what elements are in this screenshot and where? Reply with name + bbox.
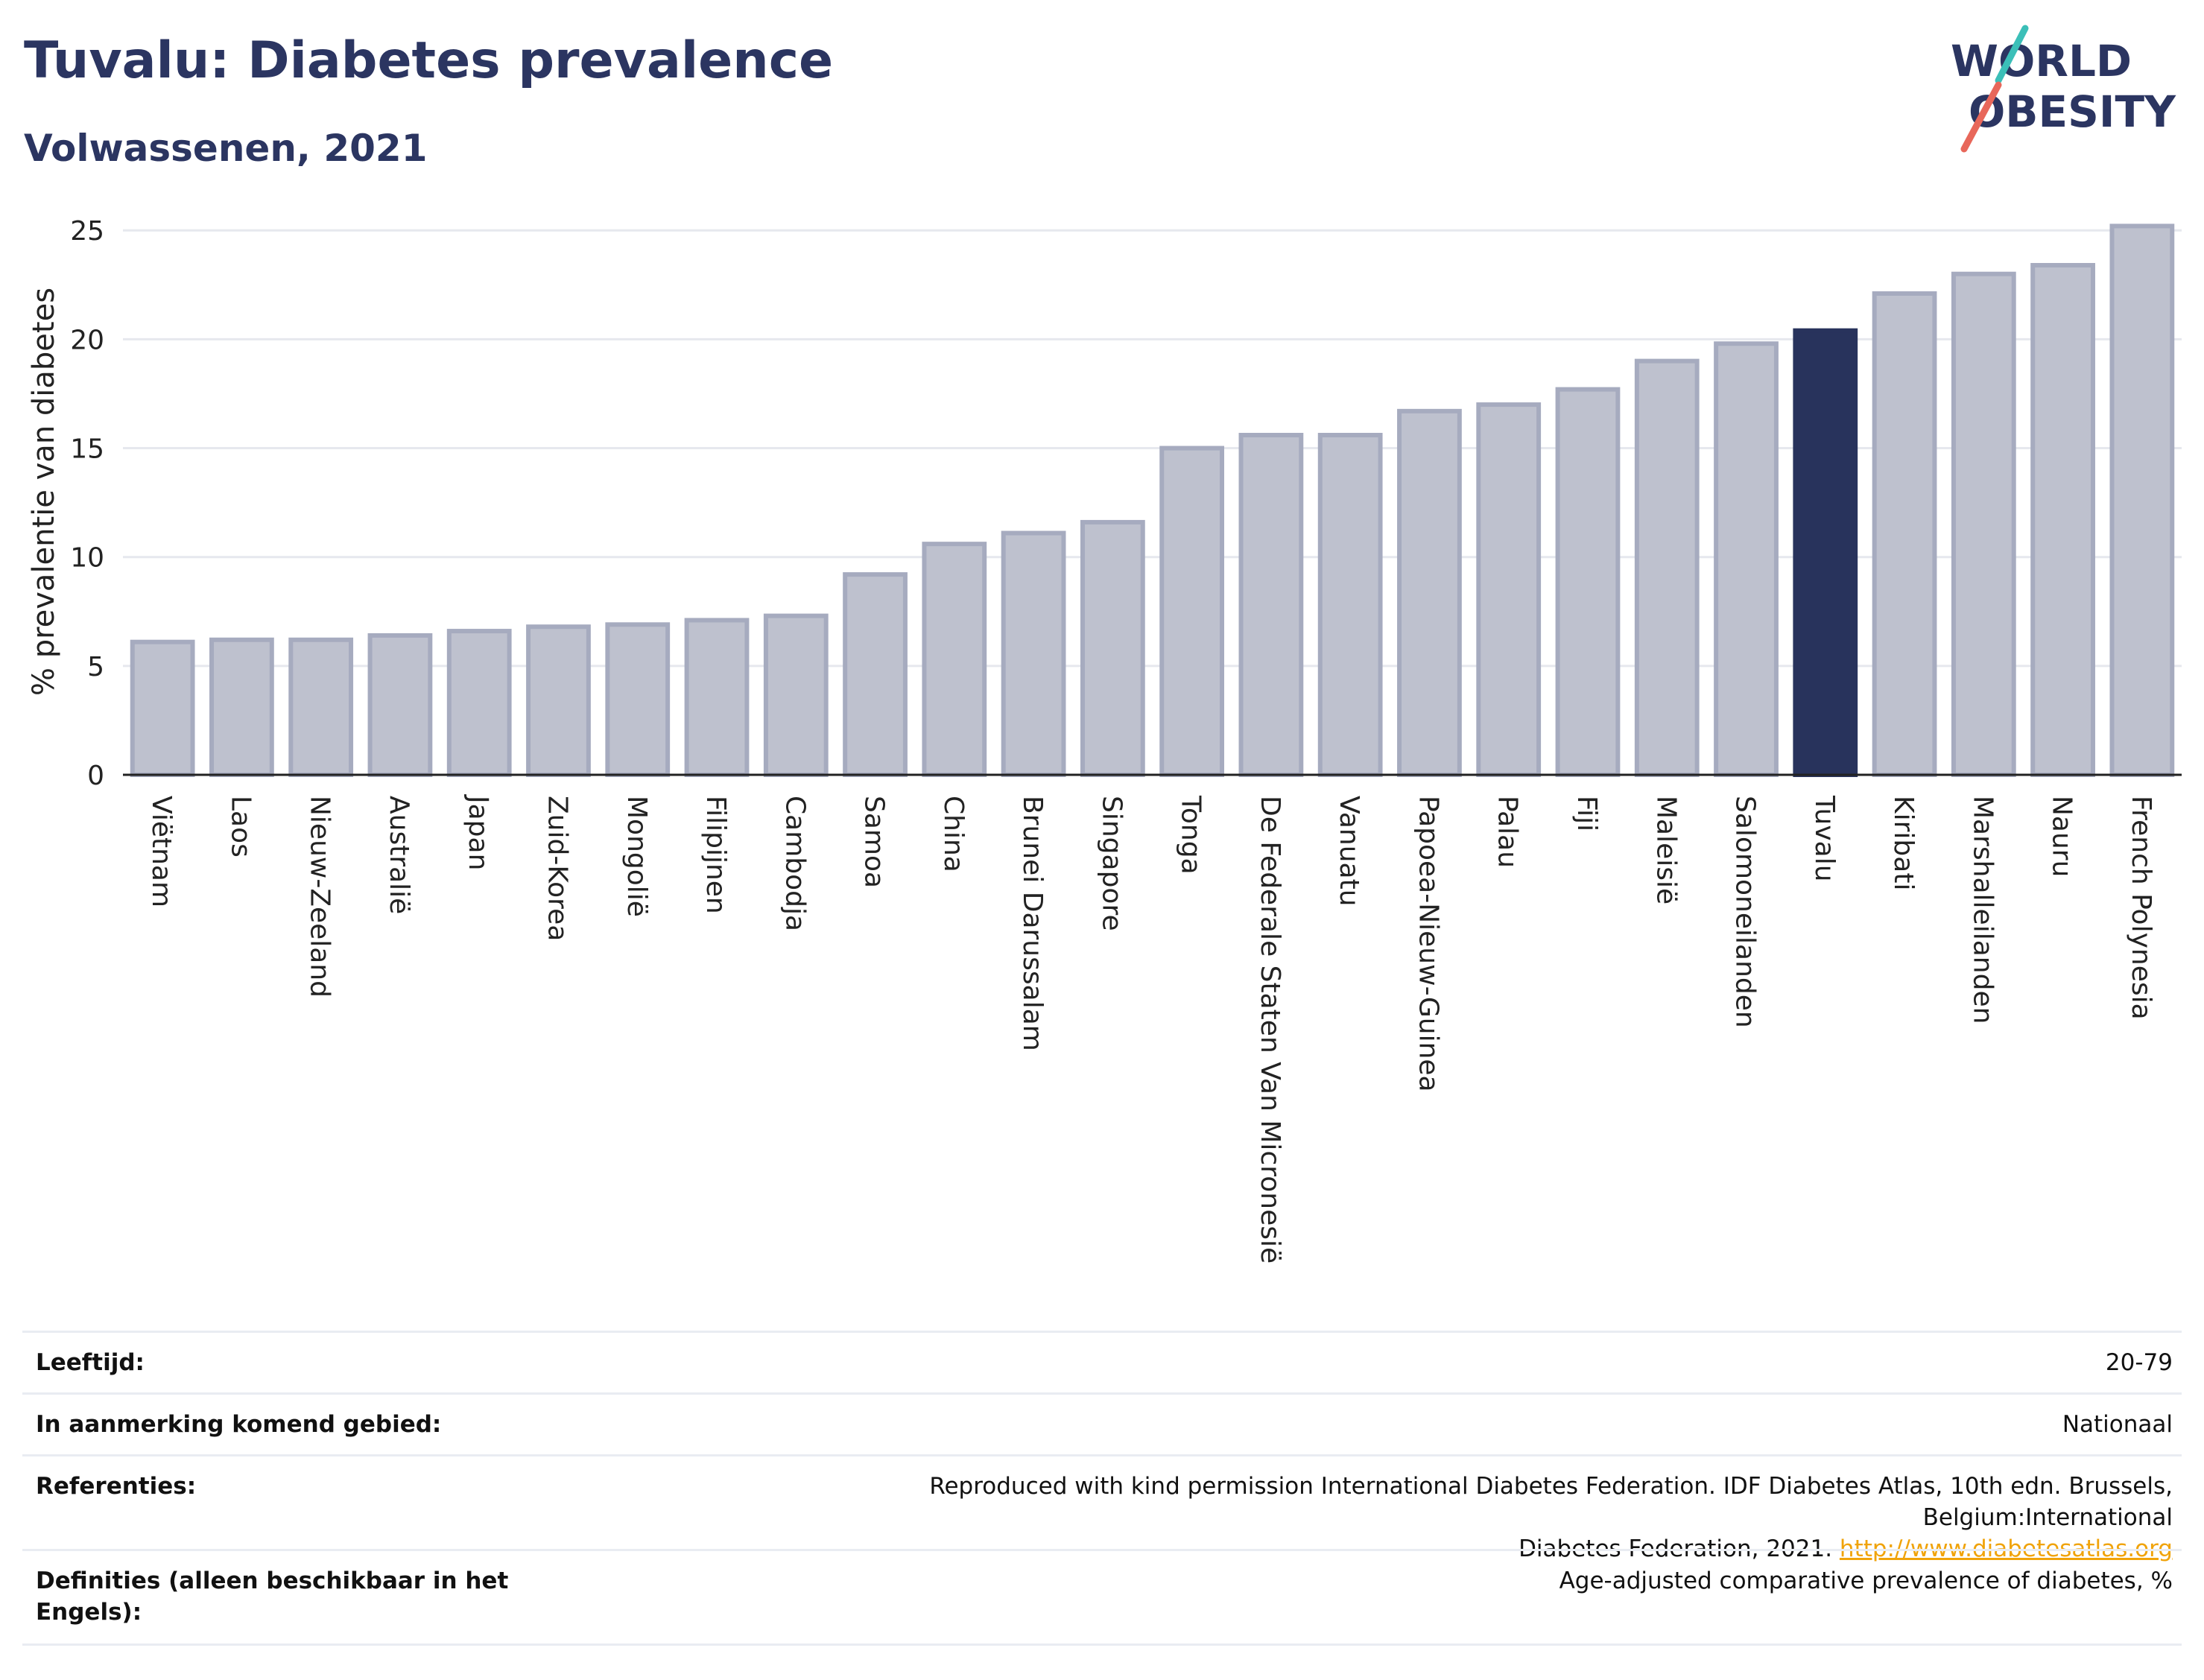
y-tick-label: 20	[70, 325, 104, 355]
x-tick-label: Filipijnen	[700, 796, 731, 914]
x-tick-label: Mongolië	[621, 796, 652, 917]
bar	[1555, 387, 1621, 778]
bar	[1634, 358, 1700, 778]
x-tick-label: Brunei Darussalam	[1017, 796, 1048, 1051]
meta-row-age: Leeftijd: 20-79	[22, 1331, 2182, 1392]
x-tick-label: Viëtnam	[146, 796, 177, 907]
world-obesity-logo: WORLD OBESITY	[1951, 25, 2176, 153]
area-label: In aanmerking komend gebied:	[36, 1411, 442, 1438]
meta-row-area: In aanmerking komend gebied: Nationaal	[22, 1392, 2182, 1454]
bar	[130, 639, 195, 778]
bar	[2030, 263, 2095, 777]
x-tick-label: Australië	[384, 796, 414, 914]
y-axis-label: % prevalentie van diabetes	[27, 288, 61, 696]
y-tick-label: 10	[70, 543, 104, 574]
x-tick-label: Tuvalu	[1809, 795, 1840, 882]
bar	[684, 618, 750, 778]
x-tick-label: Zuid-Korea	[542, 796, 572, 941]
bar-chart: 0 5 10 15 20 25 % prevalentie van diabetes Viët…	[27, 216, 2182, 1264]
x-tick-label: Vanuatu	[1334, 796, 1364, 907]
bar	[1080, 519, 1145, 777]
meta-row-references: Referenties: Reproduced with kind permis…	[22, 1454, 2182, 1562]
definitions-label-line1: Definities (alleen beschikbaar in het	[36, 1568, 509, 1594]
bar	[1951, 271, 2016, 777]
x-tick-label: De Federale Staten Van Micronesië	[1255, 796, 1285, 1264]
x-tick-label: Papoea-Nieuw-Guinea	[1413, 796, 1443, 1092]
x-tick-label: Tonga	[1176, 795, 1206, 875]
svg-text:WORLD: WORLD	[1951, 36, 2132, 86]
age-value: 20-79	[2105, 1349, 2173, 1376]
bar	[367, 633, 433, 778]
references-text-line1: Reproduced with kind permission Internat…	[929, 1473, 2173, 1531]
bar	[922, 542, 987, 777]
bar	[526, 624, 591, 777]
references-label: Referenties:	[36, 1473, 197, 1500]
bar	[1317, 433, 1383, 777]
bar	[1714, 341, 1779, 777]
x-tick-label: Japan	[463, 794, 493, 870]
x-tick-label: China	[938, 796, 969, 872]
bar	[1001, 530, 1066, 777]
x-tick-label: Laos	[225, 796, 256, 858]
x-tick-label: Palau	[1492, 796, 1523, 868]
x-tick-label: Fiji	[1571, 796, 1602, 831]
y-tick-label: 25	[70, 216, 104, 247]
definitions-label: Definities (alleen beschikbaar in het En…	[36, 1565, 513, 1628]
x-tick-label: French Polynesia	[2126, 796, 2156, 1020]
x-tick-label: Singapore	[1096, 796, 1127, 931]
x-tick-label: Marshalleilanden	[1967, 796, 1998, 1024]
y-tick-label: 5	[87, 652, 104, 682]
x-tick-label: Nieuw-Zeeland	[305, 796, 335, 998]
x-tick-label: Samoa	[859, 796, 890, 888]
metadata-table: Leeftijd: 20-79 In aanmerking komend geb…	[22, 1331, 2182, 1646]
page-subtitle: Volwassenen, 2021	[24, 127, 428, 170]
x-tick-label: Cambodja	[779, 796, 810, 931]
bar-highlight	[1793, 328, 1858, 777]
bar	[843, 572, 908, 777]
x-tick-label: Salomoneilanden	[1730, 796, 1761, 1028]
x-tick-label: Nauru	[2047, 796, 2077, 877]
bar	[1476, 402, 1542, 777]
bar	[2109, 224, 2175, 777]
x-tick-label: Kiribati	[1888, 796, 1919, 890]
definitions-value: Age-adjusted comparative prevalence of d…	[1559, 1568, 2173, 1594]
area-value: Nationaal	[2062, 1411, 2173, 1438]
meta-row-definitions: Definities (alleen beschikbaar in het En…	[22, 1549, 2182, 1646]
bar	[763, 613, 829, 777]
y-tick-label: 15	[70, 434, 104, 465]
y-tick-label: 0	[87, 761, 104, 791]
definitions-label-line2: Engels):	[36, 1599, 142, 1626]
bar	[209, 637, 274, 777]
svg-text:OBESITY: OBESITY	[1969, 86, 2176, 137]
bar	[605, 622, 671, 777]
page-title: Tuvalu: Diabetes prevalence	[24, 31, 834, 90]
bar	[1397, 408, 1462, 777]
bar	[1872, 291, 1937, 777]
age-label: Leeftijd:	[36, 1349, 145, 1376]
bar	[288, 637, 354, 777]
x-tick-label: Maleisië	[1650, 796, 1681, 904]
bar	[1159, 446, 1225, 777]
bar	[1238, 433, 1304, 777]
bar	[446, 629, 512, 777]
